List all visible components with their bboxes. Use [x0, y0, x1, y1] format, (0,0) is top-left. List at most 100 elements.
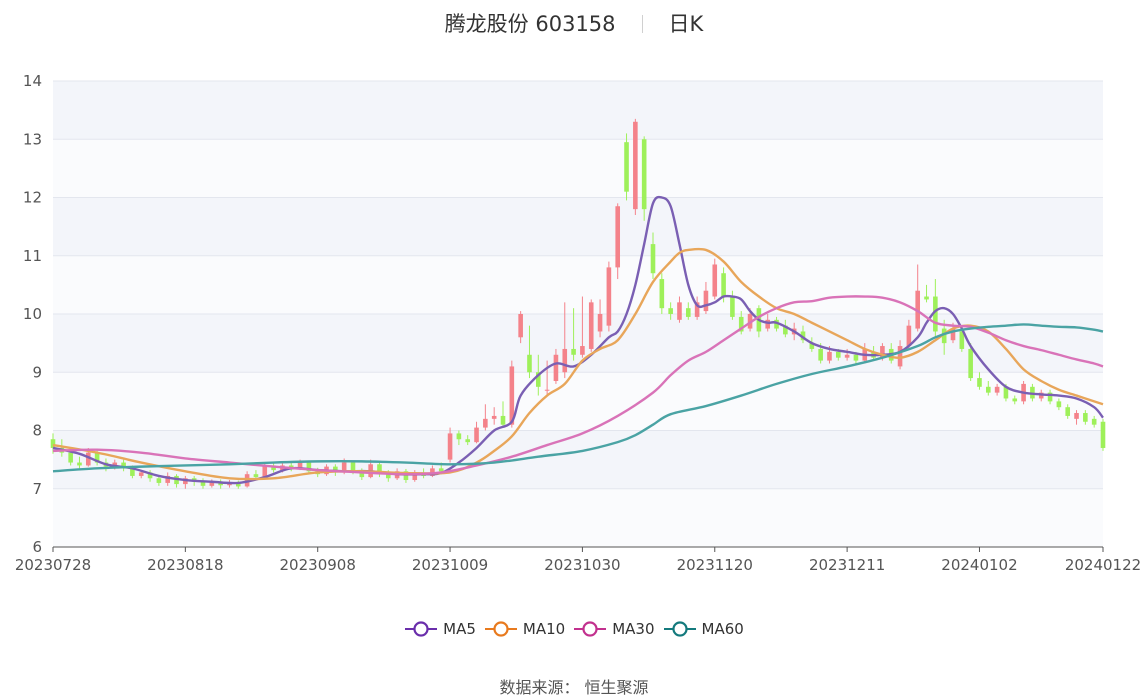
candle-down: [527, 325, 532, 379]
legend-label: MA60: [701, 620, 744, 638]
candle-body: [580, 346, 585, 355]
plot-band: [53, 255, 1103, 314]
candle-down: [306, 460, 312, 475]
candle-body: [385, 474, 391, 479]
candle-down: [156, 475, 162, 486]
candle-body: [624, 142, 629, 192]
candle-down: [738, 311, 744, 335]
candle-body: [774, 319, 779, 329]
candle-down: [77, 456, 82, 469]
candle-up: [1074, 410, 1079, 425]
candle-down: [147, 470, 153, 482]
candle-down: [968, 343, 973, 381]
candle-body: [447, 433, 453, 460]
candle-body: [403, 471, 409, 481]
plot-band: [53, 81, 1103, 140]
legend-marker-icon: [405, 621, 438, 637]
candle-body: [474, 427, 479, 443]
candle-body: [1065, 407, 1071, 416]
y-tick-label: 8: [32, 422, 42, 440]
candle-up: [633, 118, 638, 215]
candle-body: [553, 354, 559, 381]
plot-band: [53, 372, 1103, 431]
candle-up: [906, 319, 912, 349]
candle-up: [447, 427, 453, 463]
candle-body: [659, 279, 665, 309]
candle-down: [668, 302, 673, 320]
legend-marker-icon: [574, 621, 607, 637]
candle-body: [827, 351, 832, 361]
candle-body: [306, 462, 312, 472]
x-tick-label: 20230908: [280, 556, 356, 574]
candle-down: [641, 136, 647, 221]
candle-body: [1091, 418, 1097, 425]
candle-down: [1083, 410, 1088, 425]
candle-down: [1100, 418, 1106, 451]
candle-down: [571, 308, 576, 361]
candle-body: [800, 331, 806, 341]
candle-body: [341, 462, 347, 473]
candle-body: [235, 482, 241, 487]
candle-body: [641, 139, 647, 210]
candle-down: [403, 468, 409, 483]
candle-up: [677, 296, 682, 323]
candle-up: [491, 407, 497, 425]
candle-down: [1056, 398, 1062, 411]
candle-body: [527, 354, 532, 373]
candle-body: [1047, 392, 1053, 402]
x-tick-label: 20231211: [809, 556, 885, 574]
legend-marker-icon: [484, 621, 517, 637]
candle-up: [703, 281, 709, 314]
candle-down: [465, 435, 471, 446]
legend-item-ma30[interactable]: MA30: [573, 620, 655, 638]
candle-body: [130, 468, 135, 476]
y-tick-label: 7: [32, 480, 42, 498]
candle-body: [518, 314, 523, 338]
stock-name-code: 腾龙股份 603158: [444, 12, 616, 36]
candle-body: [783, 325, 788, 335]
candle-body: [977, 378, 982, 387]
candle-body: [244, 474, 250, 487]
candle-body: [377, 464, 382, 475]
ma30-line: [52, 295, 1104, 476]
legend-label: MA5: [443, 620, 476, 638]
plot-band: [53, 314, 1103, 373]
candle-body: [483, 418, 488, 428]
candle-body: [721, 273, 726, 297]
candle-body: [1083, 413, 1088, 422]
candle-body: [465, 439, 471, 443]
legend-item-ma10[interactable]: MA10: [484, 620, 565, 638]
candle-body: [606, 267, 612, 326]
candle-body: [968, 348, 973, 379]
candle-body: [262, 465, 268, 478]
candle-body: [712, 264, 718, 297]
legend-marker-icon: [663, 621, 696, 637]
period-label: 日K: [668, 12, 704, 36]
data-source: 数据来源： 恒生聚源: [499, 678, 649, 697]
candle-body: [147, 472, 153, 479]
candle-body: [835, 351, 841, 358]
plot-band: [53, 430, 1103, 489]
y-tick-label: 6: [32, 538, 42, 556]
candle-body: [544, 389, 550, 391]
legend-label: MA30: [612, 620, 655, 638]
candle-down: [809, 337, 815, 352]
legend-item-ma5[interactable]: MA5: [404, 620, 476, 638]
candle-down: [1012, 395, 1018, 405]
candle-down: [924, 284, 929, 303]
plot-band: [53, 139, 1103, 198]
candle-down: [985, 380, 991, 396]
legend-item-ma60[interactable]: MA60: [663, 620, 744, 638]
y-tick-label: 9: [32, 363, 42, 381]
candle-down: [685, 302, 691, 320]
candle-down: [377, 461, 382, 478]
candle-body: [1074, 413, 1079, 419]
candle-body: [500, 415, 506, 425]
x-axis: 20230728 20230818 20230908 20231009 20231030…: [15, 546, 1141, 574]
candle-body: [138, 472, 144, 476]
candle-down: [500, 401, 506, 428]
candle-down: [933, 279, 938, 338]
y-tick-label: 12: [23, 189, 42, 207]
candle-up: [474, 421, 479, 444]
candle-down: [650, 232, 656, 280]
